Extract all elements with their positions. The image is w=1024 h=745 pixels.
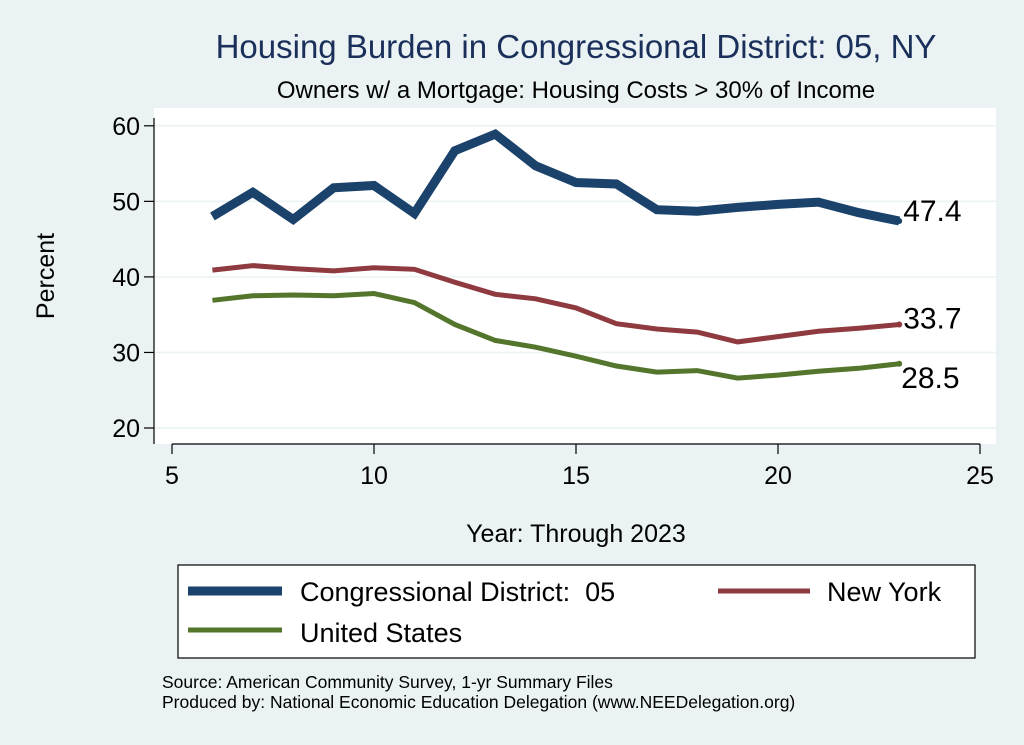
legend-label-3: United States	[300, 618, 462, 648]
end-labels: 47.4 33.7 28.5	[901, 195, 961, 395]
x-tick-label-20: 20	[764, 462, 792, 490]
gridlines	[154, 125, 996, 429]
series-end-point-2	[896, 321, 903, 328]
x-tick-label-10: 10	[360, 462, 388, 490]
source-note: Source: American Community Survey, 1-yr …	[162, 672, 613, 692]
legend: Congressional District: 05 New York United…	[188, 577, 942, 648]
end-value-label-3: 28.5	[901, 362, 959, 395]
y-tick-label-50: 50	[112, 188, 140, 216]
series-line-1	[210, 128, 901, 226]
series-line-3	[212, 290, 900, 381]
chart-subtitle: Owners w/ a Mortgage: Housing Costs > 30…	[277, 77, 875, 104]
x-axis-label: Year: Through 2023	[466, 520, 686, 548]
y-tick-label-60: 60	[112, 113, 140, 141]
y-tick-label-30: 30	[112, 339, 140, 367]
end-value-label-1: 47.4	[903, 195, 961, 228]
plot-area	[154, 108, 996, 444]
series-end-point-1	[896, 217, 903, 224]
series-end-point-3	[896, 360, 903, 367]
chart-title: Housing Burden in Congressional District…	[216, 28, 937, 65]
x-tick-label-25: 25	[966, 462, 994, 490]
series-line-2	[212, 263, 900, 345]
y-axis-label: Percent	[32, 233, 60, 319]
legend-box	[177, 564, 976, 659]
y-tick-label-20: 20	[112, 415, 140, 443]
end-value-label-2: 33.7	[903, 302, 961, 335]
x-tick-label-15: 15	[562, 462, 590, 490]
x-tick-label-5: 5	[165, 462, 179, 490]
legend-label-1: Congressional District: 05	[300, 577, 615, 607]
y-tick-label-40: 40	[112, 264, 140, 292]
producer-note: Produced by: National Economic Education…	[162, 692, 795, 712]
legend-label-2: New York	[827, 577, 942, 607]
axes: 20 30 40 50 60 5 10 15 20 25	[112, 113, 994, 490]
series-lines	[210, 128, 903, 381]
